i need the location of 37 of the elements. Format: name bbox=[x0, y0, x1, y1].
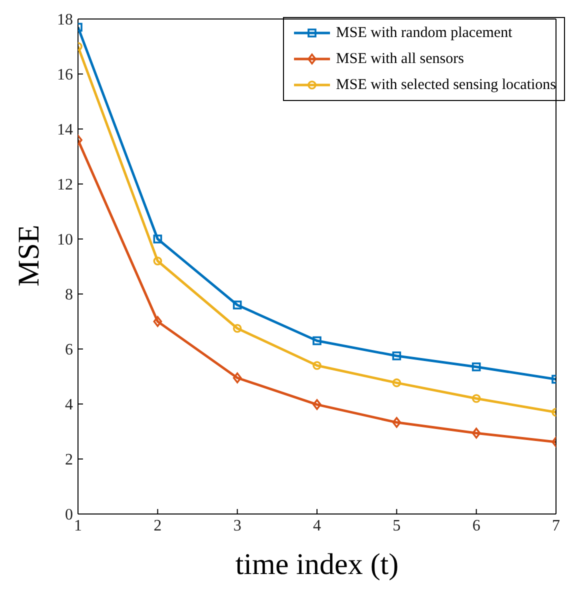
point bbox=[312, 361, 322, 370]
x-tick-label: 2 bbox=[154, 517, 162, 534]
point bbox=[232, 300, 242, 310]
point bbox=[153, 234, 162, 244]
y-tick-label: 4 bbox=[65, 396, 73, 414]
point bbox=[153, 316, 162, 327]
point bbox=[153, 256, 162, 266]
point bbox=[472, 428, 481, 439]
y-tick-label: 18 bbox=[57, 12, 73, 29]
point bbox=[312, 399, 322, 410]
y-tick-label: 6 bbox=[65, 342, 73, 359]
y-axis-title: MSE bbox=[12, 224, 46, 286]
y-tick-label: 2 bbox=[65, 452, 73, 469]
legend-label: MSE with random placement bbox=[336, 24, 512, 42]
y-tick-label: 10 bbox=[57, 232, 73, 249]
point bbox=[392, 378, 402, 388]
y-tick-label: 16 bbox=[57, 66, 73, 84]
point bbox=[392, 417, 402, 428]
x-tick-label: 5 bbox=[392, 517, 401, 534]
x-tick-label: 7 bbox=[552, 517, 560, 534]
y-tick-label: 14 bbox=[57, 122, 73, 139]
x-tick-label: 1 bbox=[74, 517, 82, 534]
point bbox=[392, 351, 402, 360]
y-tick-label: 12 bbox=[57, 176, 73, 194]
legend-label: MSE with selected sensing locations bbox=[336, 76, 556, 94]
point bbox=[232, 372, 242, 384]
point bbox=[472, 394, 481, 403]
x-tick-label: 4 bbox=[313, 517, 321, 534]
point bbox=[232, 324, 242, 333]
point bbox=[312, 336, 322, 346]
point bbox=[472, 362, 481, 372]
x-tick-label: 6 bbox=[472, 517, 480, 534]
y-tick-label: 8 bbox=[65, 286, 73, 304]
y-tick-label: 0 bbox=[65, 506, 73, 524]
x-axis-title: time index (t) bbox=[235, 548, 399, 581]
x-tick-label: 3 bbox=[233, 517, 242, 534]
legend-label: MSE with all sensors bbox=[336, 50, 464, 68]
